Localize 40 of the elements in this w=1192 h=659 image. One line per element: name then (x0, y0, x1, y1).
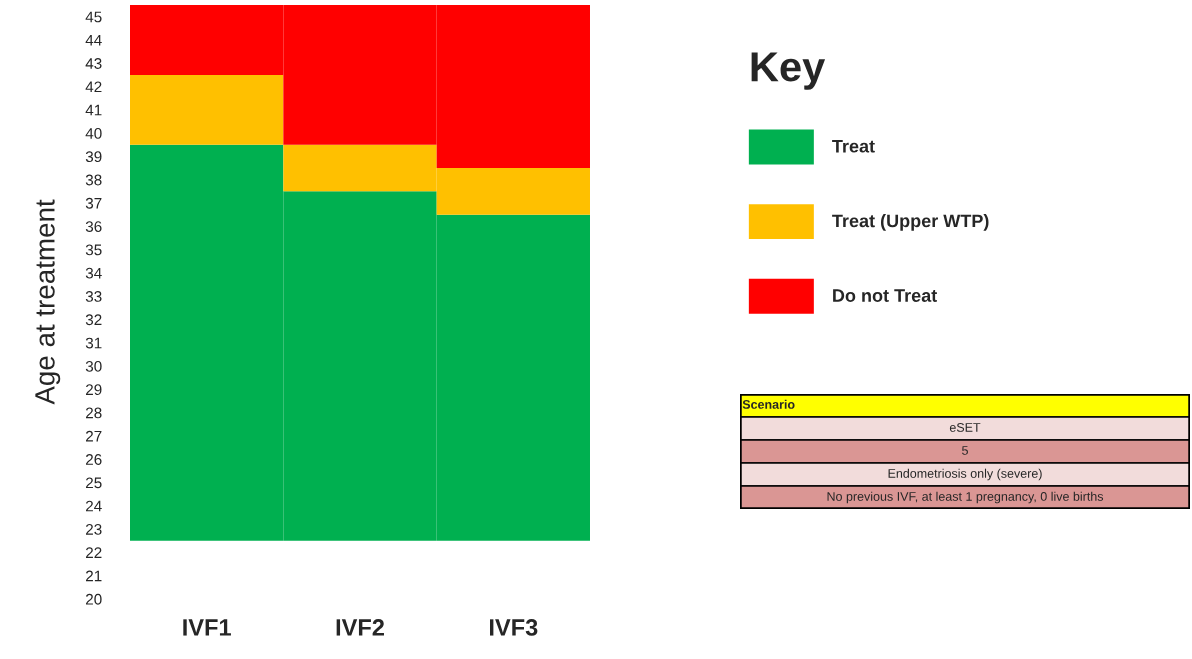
y-tick-label: 41 (85, 104, 102, 116)
bar (130, 74, 284, 145)
legend-label: Treat (832, 140, 875, 153)
y-tick-label: 26 (86, 454, 102, 465)
text: No previous IVF, at least 1 pregnancy, 0 live births (827, 491, 1104, 504)
y-tick-label: 35 (85, 244, 102, 256)
y-tick-label: 34 (85, 267, 102, 279)
y-tick-label: 42 (85, 81, 102, 93)
y-tick-label: 24 (86, 500, 102, 512)
y-tick-label: 44 (85, 34, 102, 46)
y-tick-label: 37 (85, 197, 102, 209)
y-tick-label: 36 (85, 221, 102, 232)
text: Endometriosis only (severe) (888, 468, 1042, 481)
y-tick-label: 23 (86, 523, 102, 535)
y-tick-label: 33 (85, 291, 102, 302)
text: 5 (962, 446, 968, 455)
x-tick-label: IVF2 (336, 619, 384, 636)
y-tick-label: 22 (86, 547, 102, 558)
text: eSET (949, 423, 981, 432)
y-tick-label: 30 (85, 360, 102, 372)
y-tick-label: 21 (86, 570, 102, 582)
y-tick-label: 31 (85, 337, 102, 349)
legend-label: Do not Treat (833, 289, 938, 302)
y-tick-label: 39 (85, 151, 102, 163)
x-tick-label: IVF1 (183, 619, 231, 636)
legend-title: Key (751, 52, 826, 90)
y-tick-label: 28 (86, 407, 102, 419)
y-tick-label: 45 (85, 11, 102, 23)
y-tick-label: 32 (85, 314, 102, 326)
y-tick-label: 40 (85, 127, 102, 139)
y-tick-label: 43 (85, 58, 102, 69)
legend-label: Treat (Upper WTP) (832, 214, 989, 231)
text: Scenario (742, 399, 795, 409)
y-tick-label: 29 (86, 384, 102, 396)
y-tick-label: 27 (86, 430, 102, 442)
y-axis-title: Age at treatment (35, 199, 61, 405)
y-tick-label: 25 (86, 477, 102, 489)
y-tick-label: 38 (85, 174, 102, 186)
y-tick-label: 20 (86, 593, 102, 605)
x-tick-label: IVF3 (489, 619, 538, 636)
